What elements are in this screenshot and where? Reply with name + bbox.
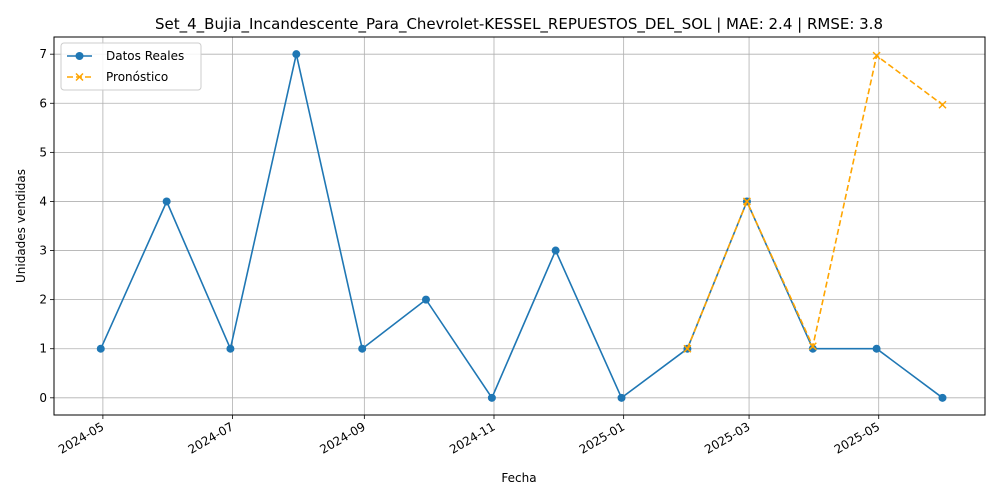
x-axis-label: Fecha xyxy=(501,471,536,485)
actual-data-point xyxy=(226,344,235,353)
actual-data-point xyxy=(551,246,560,255)
legend-label-forecast: Pronóstico xyxy=(106,70,168,84)
actual-data-point xyxy=(617,393,626,402)
y-axis-label: Unidades vendidas xyxy=(14,169,28,283)
y-tick-label: 0 xyxy=(39,391,47,405)
chart-title: Set_4_Bujia_Incandescente_Para_Chevrolet… xyxy=(155,15,883,34)
y-tick-label: 6 xyxy=(39,96,47,110)
y-tick-label: 2 xyxy=(39,293,47,307)
actual-data-point xyxy=(421,295,430,304)
series-layer xyxy=(96,50,947,402)
actual-data-point xyxy=(808,344,817,353)
legend: Datos Reales Pronóstico xyxy=(60,42,202,91)
actual-data-point xyxy=(872,344,881,353)
actual-data-point xyxy=(96,344,105,353)
y-tick-label: 1 xyxy=(39,342,47,356)
actual-data-point xyxy=(938,393,947,402)
legend-frame xyxy=(60,42,202,91)
y-tick-label: 4 xyxy=(39,194,47,208)
actual-data-point xyxy=(487,393,496,402)
forecast-data-point xyxy=(938,100,947,109)
y-tick-label: 3 xyxy=(39,244,47,258)
y-axis-ticks: 0 1 2 3 4 5 6 7 xyxy=(39,47,54,405)
actual-data-point xyxy=(358,344,367,353)
forecast-data-point xyxy=(872,51,881,60)
actual-series-line xyxy=(100,54,943,400)
grid xyxy=(54,37,985,415)
actual-data-point xyxy=(162,197,171,206)
forecast-data-point xyxy=(683,344,692,353)
forecast-data-point xyxy=(742,197,751,206)
legend-marker-actual xyxy=(75,52,84,60)
legend-marker-forecast xyxy=(75,72,84,82)
y-tick-label: 7 xyxy=(39,47,47,61)
legend-label-actual: Datos Reales xyxy=(106,49,184,63)
plot-frame xyxy=(53,36,986,416)
y-tick-label: 5 xyxy=(39,145,47,159)
actual-data-point xyxy=(292,50,301,59)
forecast-data-point xyxy=(808,342,817,351)
